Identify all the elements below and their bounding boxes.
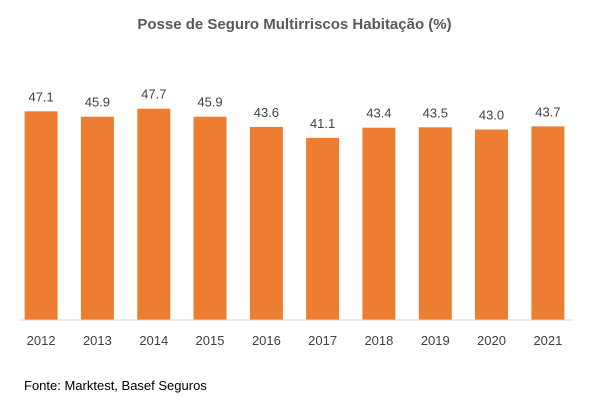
x-tick-labels-group: 2012 2013 2014 2015 2016 2017 2018 2019 2020 2021: [27, 333, 563, 348]
x-tick-label-2013: 2013: [83, 333, 112, 348]
data-label-2021: 43.7: [535, 104, 560, 119]
x-tick-label-2016: 2016: [252, 333, 281, 348]
data-label-2012: 47.1: [28, 89, 53, 104]
bar-2014: [137, 108, 171, 320]
x-tick-label-2020: 2020: [477, 333, 506, 348]
source-note: Fonte: Marktest, Basef Seguros: [24, 378, 207, 393]
data-label-2017: 41.1: [310, 116, 335, 131]
chart-title: Posse de Seguro Multirriscos Habitação (…: [137, 16, 452, 33]
data-label-2020: 43.0: [479, 108, 504, 123]
bar-2020: [475, 129, 508, 320]
x-tick-label-2014: 2014: [139, 333, 168, 348]
data-label-2019: 43.5: [423, 105, 448, 120]
bars-group: [24, 108, 565, 321]
data-label-2015: 45.9: [197, 95, 222, 110]
bar-2015: [193, 116, 227, 320]
x-tick-label-2017: 2017: [308, 333, 337, 348]
bar-2019: [418, 127, 452, 320]
bar-2016: [249, 126, 283, 321]
bar-2021: [531, 126, 565, 321]
bar-2012: [24, 111, 58, 320]
data-label-2013: 45.9: [85, 95, 110, 110]
x-tick-label-2012: 2012: [27, 333, 56, 348]
x-tick-label-2019: 2019: [421, 333, 450, 348]
bar-2017: [306, 137, 340, 320]
data-label-2018: 43.4: [366, 106, 391, 121]
x-tick-label-2015: 2015: [196, 333, 225, 348]
bar-2018: [362, 127, 396, 320]
x-tick-label-2021: 2021: [533, 333, 562, 348]
data-labels-group: 47.1 45.9 47.7 45.9 43.6 41.1 43.4 43.5 43.0 43.7: [28, 87, 560, 131]
data-label-2016: 43.6: [254, 105, 279, 120]
data-label-2014: 47.7: [141, 87, 166, 102]
x-tick-label-2018: 2018: [364, 333, 393, 348]
bar-2013: [80, 116, 114, 320]
